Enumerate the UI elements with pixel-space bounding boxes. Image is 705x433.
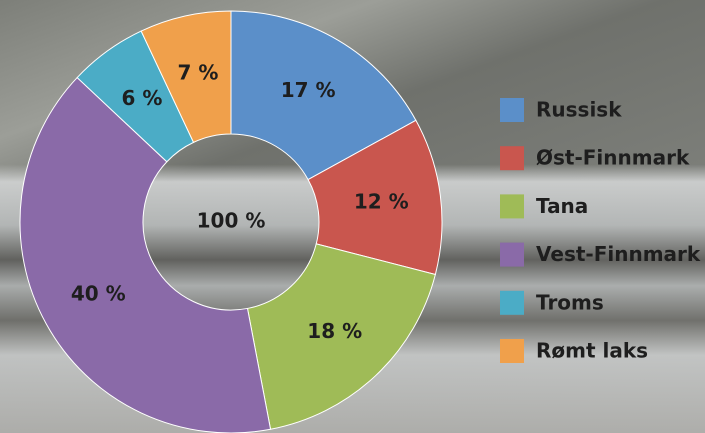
legend-swatch: [500, 243, 524, 267]
chart: 17 % 12 % 18 % 40 % 6 % 7 % 100 % Russisk Øst-Fi…: [0, 0, 705, 433]
legend-label: Troms: [536, 290, 604, 314]
value-label: 18 %: [307, 319, 362, 343]
legend-label: Russisk: [536, 98, 622, 122]
value-label: 40 %: [71, 281, 126, 305]
legend-label: Øst-Finnmark: [536, 146, 690, 170]
chart-background: 17 % 12 % 18 % 40 % 6 % 7 % 100 % Russisk Øst-Fi…: [0, 0, 705, 433]
value-label: 7 %: [177, 61, 218, 85]
center-label: 100 %: [197, 209, 266, 233]
legend-swatch: [500, 194, 524, 218]
legend-swatch: [500, 339, 524, 363]
value-label: 12 %: [354, 190, 409, 214]
value-label: 17 %: [281, 78, 336, 102]
value-label: 6 %: [121, 86, 162, 110]
legend-label: Rømt laks: [536, 339, 648, 363]
legend-swatch: [500, 291, 524, 315]
legend-swatch: [500, 98, 524, 122]
legend-label: Tana: [536, 194, 588, 218]
legend-swatch: [500, 146, 524, 170]
legend-label: Vest-Finnmark: [536, 242, 701, 266]
